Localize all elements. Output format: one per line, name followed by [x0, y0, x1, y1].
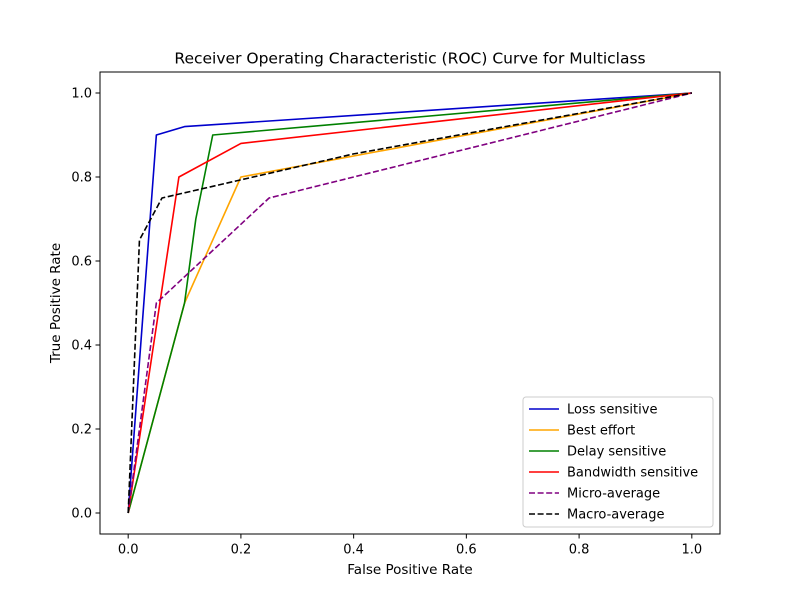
y-tick-label: 0.0: [71, 507, 92, 522]
series-layer: [127, 92, 693, 514]
series-line-3: [127, 92, 692, 514]
legend-label-5: Macro-average: [567, 508, 665, 523]
legend-label-0: Loss sensitive: [567, 403, 657, 418]
series-line-0: [127, 92, 692, 514]
chart-title: Receiver Operating Characteristic (ROC) …: [174, 50, 645, 68]
y-tick-label: 0.6: [71, 255, 92, 270]
legend: Loss sensitive Best effort Delay sensitive…: [522, 396, 714, 528]
x-axis-label: False Positive Rate: [347, 562, 472, 578]
x-tick-label: 0.8: [569, 543, 590, 558]
x-tick-label: 0.4: [343, 543, 364, 558]
y-tick-label: 0.4: [71, 339, 92, 354]
legend-label-4: Micro-average: [567, 487, 660, 502]
x-tick-label: 0.0: [118, 543, 139, 558]
series-line-2: [127, 92, 692, 514]
plot-frame: [99, 71, 721, 535]
legend-label-3: Bandwidth sensitive: [567, 466, 698, 481]
x-tick-label: 1.0: [681, 543, 702, 558]
y-axis-label: True Positive Rate: [48, 243, 64, 364]
y-tick-label: 0.8: [71, 171, 92, 186]
series-line-4: [127, 92, 693, 514]
y-tick-label: 1.0: [71, 87, 92, 102]
y-axis: 0.0 0.2 0.4 0.6 0.8 1.0: [71, 87, 100, 522]
legend-label-2: Delay sensitive: [567, 445, 666, 460]
legend-box: [522, 396, 714, 528]
x-tick-label: 0.2: [231, 543, 252, 558]
x-axis: 0.0 0.2 0.4 0.6 0.8 1.0: [118, 534, 702, 558]
legend-label-1: Best effort: [567, 424, 635, 439]
y-tick-label: 0.2: [71, 423, 92, 438]
series-line-5: [127, 92, 692, 514]
x-tick-label: 0.6: [456, 543, 477, 558]
